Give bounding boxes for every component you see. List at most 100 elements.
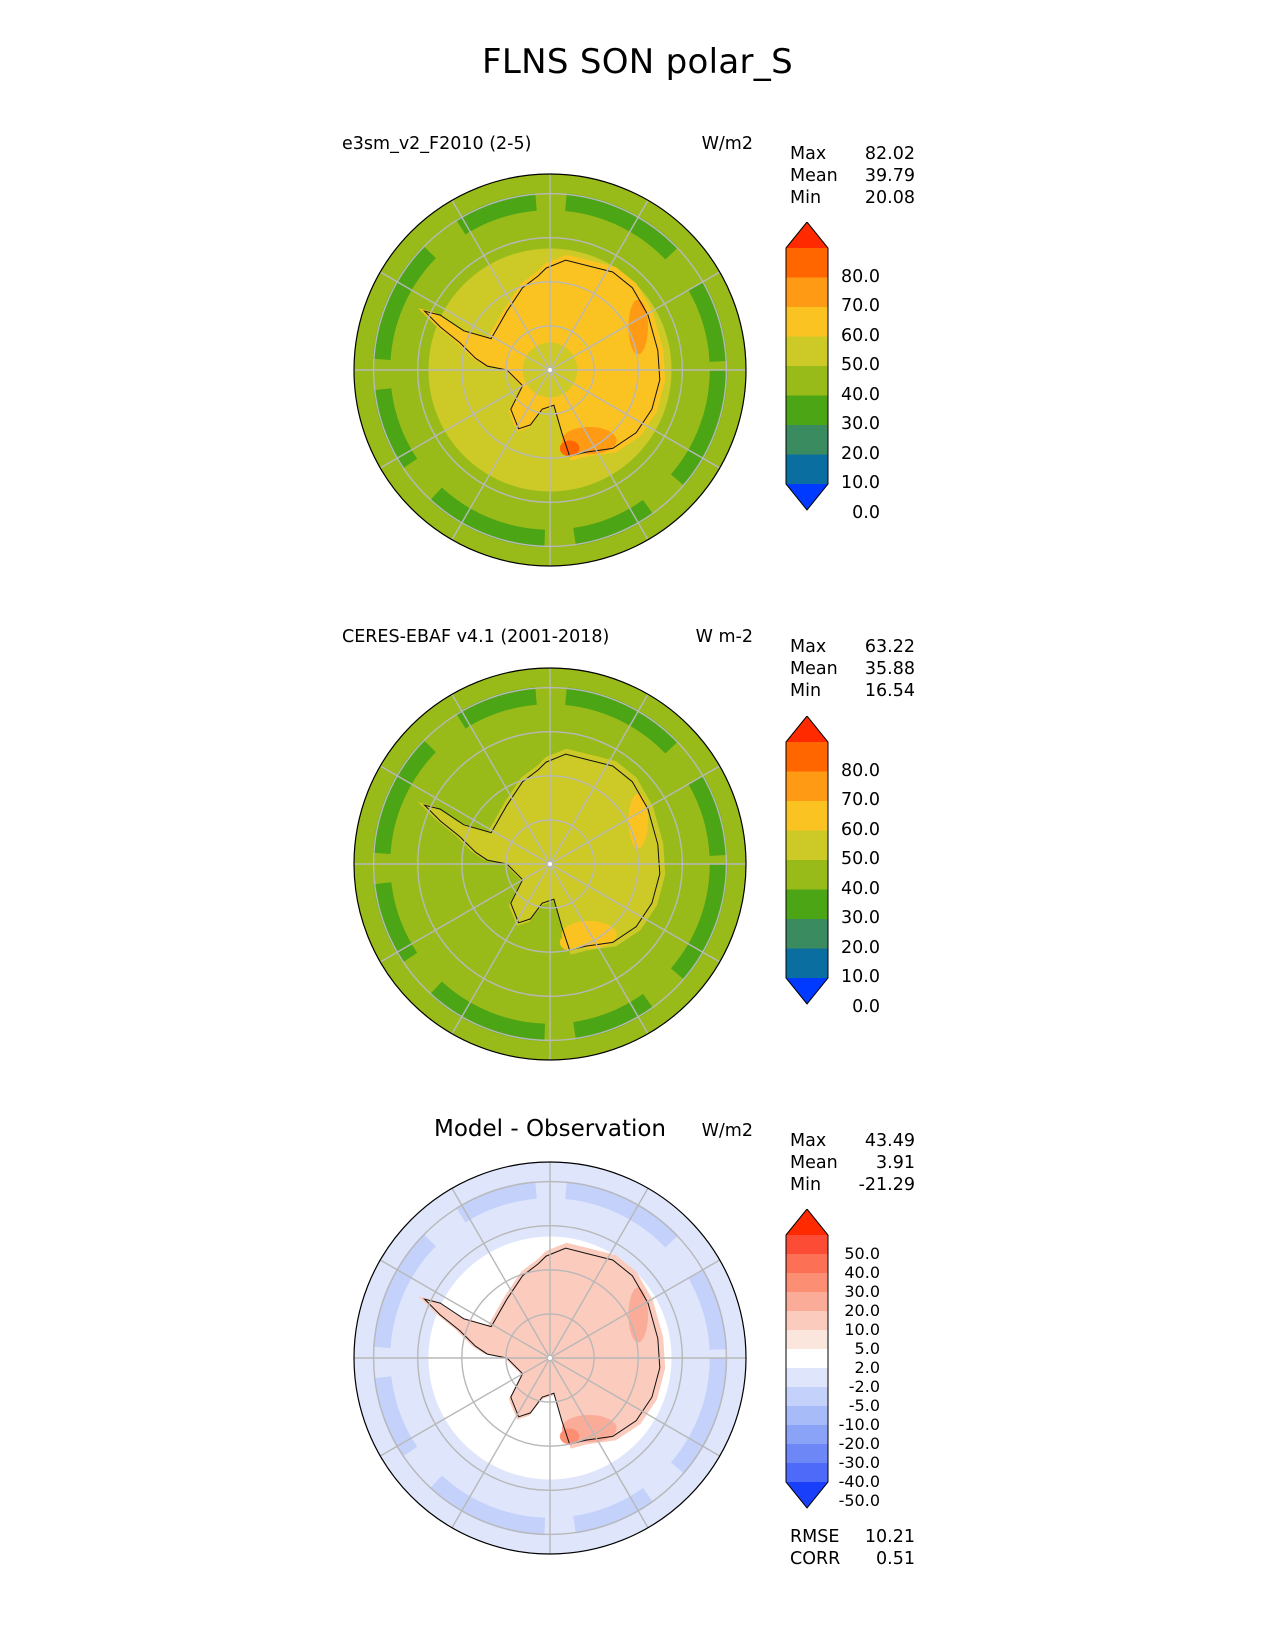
stat-mean-value: 3.91: [876, 1153, 915, 1173]
colorbar-tick-label: 20.0: [841, 937, 880, 958]
colorbar-tick-label: 20.0: [844, 1301, 880, 1320]
panel1-colorbar: 80.0 70.0 60.0 50.0 40.0 30.0 20.0 10.0 0.0: [784, 221, 880, 523]
stat-min-label: Min: [790, 1175, 822, 1195]
colorbar-segment: [786, 1273, 828, 1293]
rmse-value: 10.21: [864, 1527, 915, 1547]
longitude-gridline: [379, 863, 551, 963]
colorbar-segment: [786, 366, 828, 396]
panel1-polar-map: [353, 173, 747, 567]
field-maximum: [559, 440, 580, 457]
longitude-gridline: [549, 765, 721, 865]
colorbar-tick-label: 50.0: [841, 355, 880, 375]
colorbar-segment: [786, 771, 828, 802]
colorbar-segment: [786, 425, 828, 455]
colorbar-extend-min: [786, 1482, 828, 1508]
stat-min-label: Min: [790, 681, 822, 701]
stat-max-label: Max: [790, 144, 827, 164]
stat-max-label: Max: [790, 1131, 827, 1151]
east-coast-field: [628, 1287, 648, 1343]
colorbar-segment: [786, 742, 828, 772]
colorbar-segment: [786, 919, 828, 949]
map-boundary: [353, 667, 747, 1061]
colorbar-segment: [786, 889, 828, 920]
longitude-gridline: [451, 199, 551, 371]
stat-min-value: -21.29: [858, 1175, 915, 1195]
colorbar-tick-label: 0.0: [852, 502, 880, 523]
colorbar-tick-label: 20.0: [841, 443, 880, 464]
rmse-label: RMSE: [790, 1527, 840, 1547]
stat-mean-value: 35.88: [864, 659, 915, 679]
stat-max-value: 82.02: [864, 144, 915, 164]
colorbar-tick-label: 30.0: [841, 908, 880, 928]
longitude-gridline: [549, 1259, 721, 1359]
east-coast-field: [628, 793, 648, 849]
panel3-polar-map: [353, 1161, 747, 1555]
coastline: [422, 1247, 661, 1445]
panel2-polar-map: [353, 667, 747, 1061]
longitude-gridline: [549, 271, 721, 371]
coastline: [422, 259, 661, 457]
colorbar-segment: [786, 1425, 828, 1445]
panel1-title: e3sm_v2_F2010 (2-5): [342, 134, 532, 154]
east-coast-field: [628, 299, 648, 355]
panel3-title: Model - Observation: [433, 1116, 667, 1142]
colorbar-segment: [786, 454, 828, 485]
colorbar-tick-label: -2.0: [848, 1377, 880, 1396]
longitude-gridline: [549, 1357, 649, 1529]
colorbar-segment: [786, 1254, 828, 1274]
longitude-gridline: [451, 369, 551, 541]
colorbar-tick-label: -20.0: [838, 1434, 880, 1453]
panel2-units: W m-2: [695, 627, 753, 647]
colorbar-tick-label: -50.0: [838, 1491, 880, 1510]
colorbar-svg: [785, 221, 829, 511]
colorbar-segment: [786, 1235, 828, 1255]
stat-min-value: 16.54: [864, 681, 915, 701]
longitude-gridline: [451, 863, 551, 1035]
colorbar-segment: [786, 860, 828, 890]
longitude-gridline: [549, 1357, 721, 1457]
colorbar-tick-label: 10.0: [841, 473, 880, 493]
colorbar-segment: [786, 395, 828, 426]
colorbar-extend-max: [786, 222, 828, 248]
stat-max-label: Max: [790, 637, 827, 657]
longitude-gridline: [549, 1187, 649, 1359]
colorbar-tick-label: -30.0: [838, 1453, 880, 1472]
panel3-metrics: RMSE 10.21 CORR 0.51: [790, 1526, 915, 1570]
longitude-gridline: [451, 1357, 551, 1529]
colorbar-tick-label: 0.0: [852, 996, 880, 1017]
longitude-gridline: [549, 863, 649, 1035]
longitude-gridline: [549, 199, 649, 371]
colorbar-segment: [786, 948, 828, 979]
colorbar-segment: [786, 801, 828, 831]
corr-label: CORR: [790, 1549, 841, 1569]
colorbar-tick-label: 30.0: [844, 1282, 880, 1301]
longitude-gridline: [451, 1187, 551, 1359]
stat-min-value: 20.08: [864, 188, 915, 208]
colorbar-extend-min: [786, 484, 828, 510]
colorbar-segment: [786, 277, 828, 308]
longitude-gridline: [379, 271, 551, 371]
colorbar-segment: [786, 1311, 828, 1331]
colorbar-tick-label: 60.0: [841, 819, 880, 840]
pole-marker: [548, 862, 552, 866]
colorbar-tick-label: 80.0: [841, 266, 880, 287]
panel2-colorbar: 80.0 70.0 60.0 50.0 40.0 30.0 20.0 10.0 0.0: [784, 715, 880, 1017]
colorbar-tick-label: 80.0: [841, 760, 880, 781]
panel1-units: W/m2: [701, 134, 753, 154]
field-maximum: [559, 934, 580, 951]
stat-max-value: 63.22: [864, 637, 915, 657]
colorbar-svg: [785, 715, 829, 1005]
longitude-gridline: [549, 369, 721, 469]
colorbar-tick-label: 30.0: [841, 414, 880, 434]
colorbar-segment: [786, 1406, 828, 1426]
panel3-colorbar: 50.0 40.0 30.0 20.0 10.0 5.0 2.0 -2.0 -5.0 -10.0-…: [784, 1208, 880, 1514]
colorbar-segment: [786, 1368, 828, 1388]
colorbar-tick-label: 40.0: [844, 1263, 880, 1282]
colorbar-extend-max: [786, 716, 828, 742]
stat-min-label: Min: [790, 188, 822, 208]
colorbar-segment: [786, 830, 828, 861]
colorbar-segment: [786, 248, 828, 278]
colorbar-tick-label: -5.0: [848, 1396, 880, 1415]
stat-max-value: 43.49: [864, 1131, 915, 1151]
colorbar-segment: [786, 1330, 828, 1350]
